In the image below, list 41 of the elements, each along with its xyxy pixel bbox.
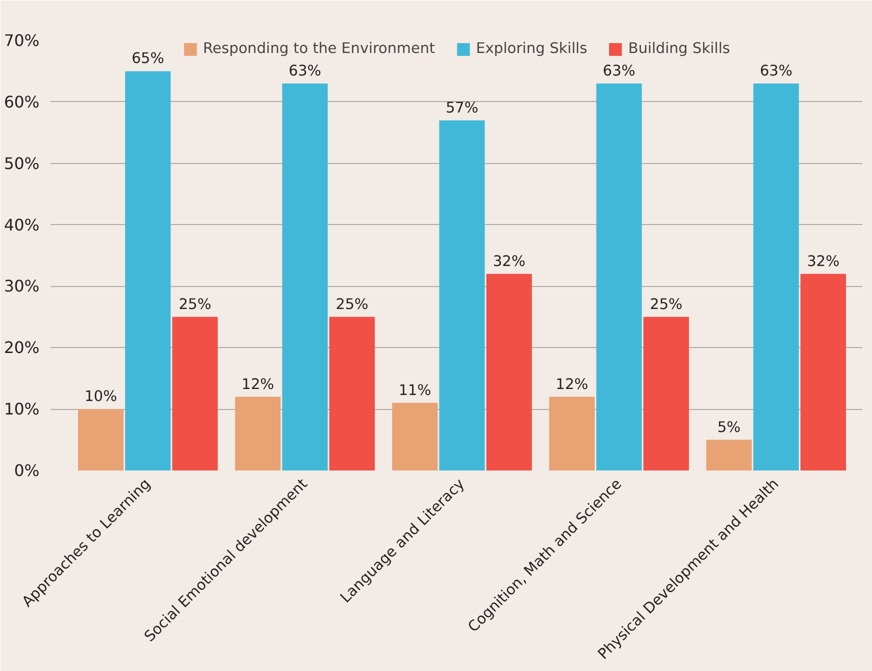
data-label: 25% [650,296,683,313]
bar [486,274,532,470]
bar [439,120,485,470]
y-tick-label: 10% [4,400,40,419]
bar [282,84,328,470]
bar [392,402,438,470]
data-label: 12% [556,376,588,393]
y-tick-label: 50% [4,154,40,173]
data-label: 11% [398,382,432,399]
data-label: 12% [242,376,274,393]
data-label: 32% [492,252,526,270]
y-tick-label: 0% [14,461,40,480]
bar [706,440,752,470]
bar [78,409,124,470]
y-tick-label: 60% [4,92,40,112]
legend-label: Building Skills [628,40,730,57]
data-label: 25% [336,296,368,313]
y-tick-label: 20% [4,338,40,358]
y-tick-label: 70% [4,31,40,50]
bar [549,396,595,470]
data-label: 63% [602,62,636,80]
data-label: 63% [760,62,792,80]
y-tick-label: 40% [4,215,40,234]
data-label: 63% [288,62,322,80]
bar [125,71,171,470]
bar [235,396,281,470]
bar [753,84,799,470]
data-label: 5% [717,418,741,436]
legend-label: Responding to the Environment [202,40,435,57]
data-label: 65% [132,50,164,68]
data-label: 57% [446,99,478,116]
bar [643,316,689,470]
bar [329,316,375,470]
bar [800,274,846,470]
legend-label: Exploring Skills [476,40,588,57]
data-label: 32% [806,252,840,270]
y-tick-label: 30% [4,276,40,296]
bar [596,84,642,470]
data-label: 25% [178,296,212,313]
bar [172,316,218,470]
data-label: 10% [84,388,118,406]
